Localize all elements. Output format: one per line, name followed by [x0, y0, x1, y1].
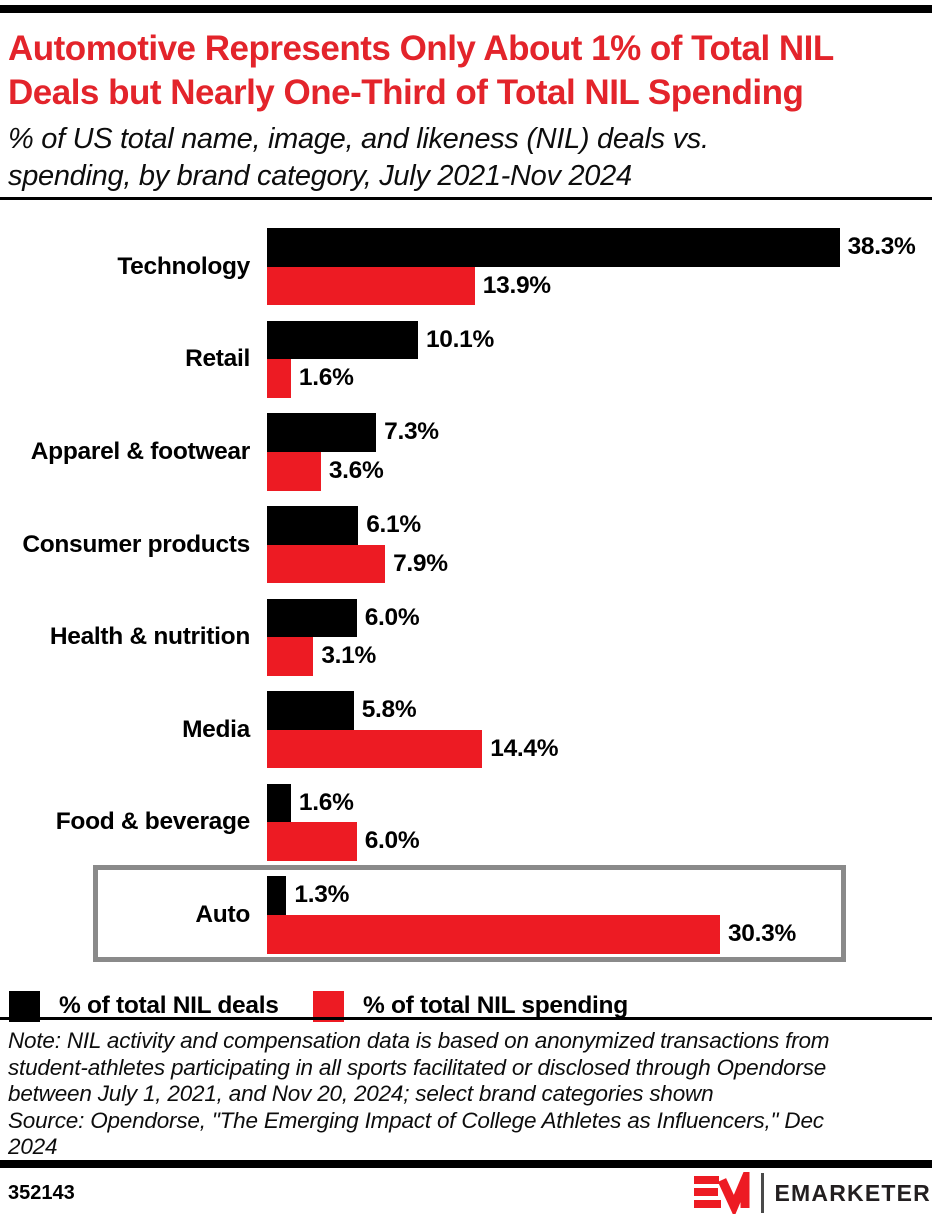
logo-separator	[761, 1173, 764, 1213]
spending-value-label: 7.9%	[393, 549, 448, 577]
legend-divider	[0, 1017, 932, 1020]
deals-bar	[267, 320, 418, 360]
category-label: Retail	[185, 345, 250, 373]
deals-value-label: 1.3%	[294, 881, 350, 909]
emarketer-monogram-icon	[694, 1172, 750, 1214]
deals-bar	[267, 876, 287, 915]
deals-value-label: 10.1%	[425, 325, 494, 353]
spending-value-label: 6.0%	[364, 827, 420, 855]
category-label: Food & beverage	[55, 808, 251, 836]
spending-value-label: 3.6%	[328, 457, 384, 484]
spending-bar	[267, 266, 475, 306]
deals-value-label: 7.3%	[384, 418, 439, 446]
deals-bar	[267, 783, 291, 823]
spending-bar	[267, 915, 720, 954]
category-label: Auto	[195, 901, 250, 928]
spending-bar	[267, 452, 321, 491]
chart-subtitle: % of US total name, image, and likeness …	[8, 123, 709, 192]
spending-value-label: 13.9%	[482, 271, 551, 299]
spending-bar	[267, 544, 386, 584]
header-divider	[0, 197, 932, 200]
deals-bar	[267, 506, 359, 545]
emarketer-wordmark: EMARKETER	[774, 1180, 931, 1206]
spending-legend-label: % of total NIL spending	[363, 992, 628, 1019]
category-label: Technology	[117, 252, 250, 280]
note-and-source: Note: NIL activity and compensation data…	[8, 1028, 830, 1160]
deals-bar	[267, 413, 377, 452]
footer-divider	[0, 1160, 932, 1168]
chart-legend: % of total NIL deals % of total NIL spen…	[0, 988, 940, 1024]
deals-value-label: 38.3%	[847, 233, 916, 261]
category-label: Media	[182, 715, 250, 743]
chart-id: 352143	[8, 1182, 75, 1204]
deals-legend-label: % of total NIL deals	[59, 992, 279, 1019]
chart-title: Automotive Represents Only About 1% of T…	[8, 29, 834, 112]
legend-item-deals: % of total NIL deals	[9, 988, 279, 1024]
category-label: Health & nutrition	[49, 623, 250, 651]
emarketer-logo: EMARKETER	[693, 1172, 931, 1214]
spending-bar	[267, 729, 483, 769]
auto-highlight-box	[93, 865, 846, 962]
spending-value-label: 1.6%	[298, 364, 354, 392]
deals-value-label: 6.0%	[364, 603, 420, 631]
deals-legend-swatch	[9, 990, 40, 1022]
deals-value-label: 6.1%	[366, 511, 421, 538]
spending-bar	[267, 822, 357, 861]
spending-value-label: 3.1%	[321, 642, 376, 670]
spending-bar	[267, 637, 314, 676]
deals-bar	[267, 598, 357, 638]
deals-value-label: 1.6%	[298, 788, 354, 816]
spending-legend-swatch	[313, 990, 344, 1022]
spending-value-label: 30.3%	[727, 920, 796, 947]
category-label: Apparel & footwear	[30, 438, 251, 465]
deals-value-label: 5.8%	[361, 696, 417, 724]
deals-bar	[267, 228, 840, 267]
spending-bar	[267, 359, 291, 398]
category-label: Consumer products	[22, 530, 250, 558]
top-accent-bar	[0, 5, 932, 13]
legend-item-spending: % of total NIL spending	[313, 988, 628, 1024]
spending-value-label: 14.4%	[490, 734, 559, 762]
deals-bar	[267, 691, 354, 730]
